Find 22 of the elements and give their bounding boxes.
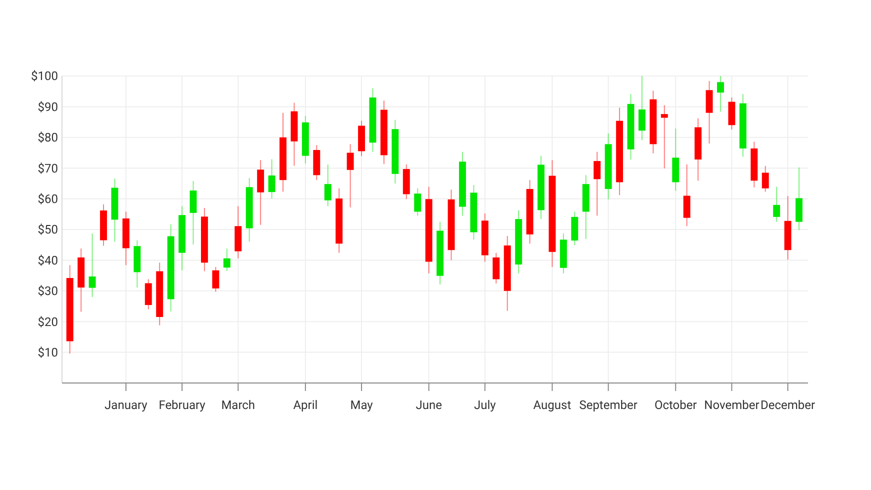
y-tick-label: $50 <box>38 222 58 237</box>
y-tick-label: $80 <box>38 130 58 145</box>
y-tick-label: $40 <box>38 253 58 268</box>
x-tick-label: May <box>350 398 374 412</box>
x-tick-label: September <box>579 398 638 412</box>
x-tick-label: November <box>704 398 760 412</box>
y-tick-label: $100 <box>31 69 58 84</box>
y-tick-label: $70 <box>38 161 58 176</box>
x-tick-label: October <box>654 398 697 412</box>
x-tick-label: July <box>474 398 496 412</box>
x-tick-label: August <box>533 398 572 412</box>
x-tick-label: June <box>416 398 442 412</box>
x-tick-label: April <box>293 398 318 412</box>
y-tick-label: $10 <box>38 346 58 360</box>
x-tick-label: February <box>158 398 206 412</box>
x-tick-label: March <box>221 398 256 412</box>
x-tick-label: January <box>104 398 148 412</box>
y-tick-label: $90 <box>38 100 58 114</box>
x-tick-label: December <box>760 398 816 412</box>
y-tick-label: $30 <box>38 284 58 298</box>
y-tick-label: $20 <box>38 314 58 329</box>
y-tick-label: $60 <box>38 192 58 206</box>
